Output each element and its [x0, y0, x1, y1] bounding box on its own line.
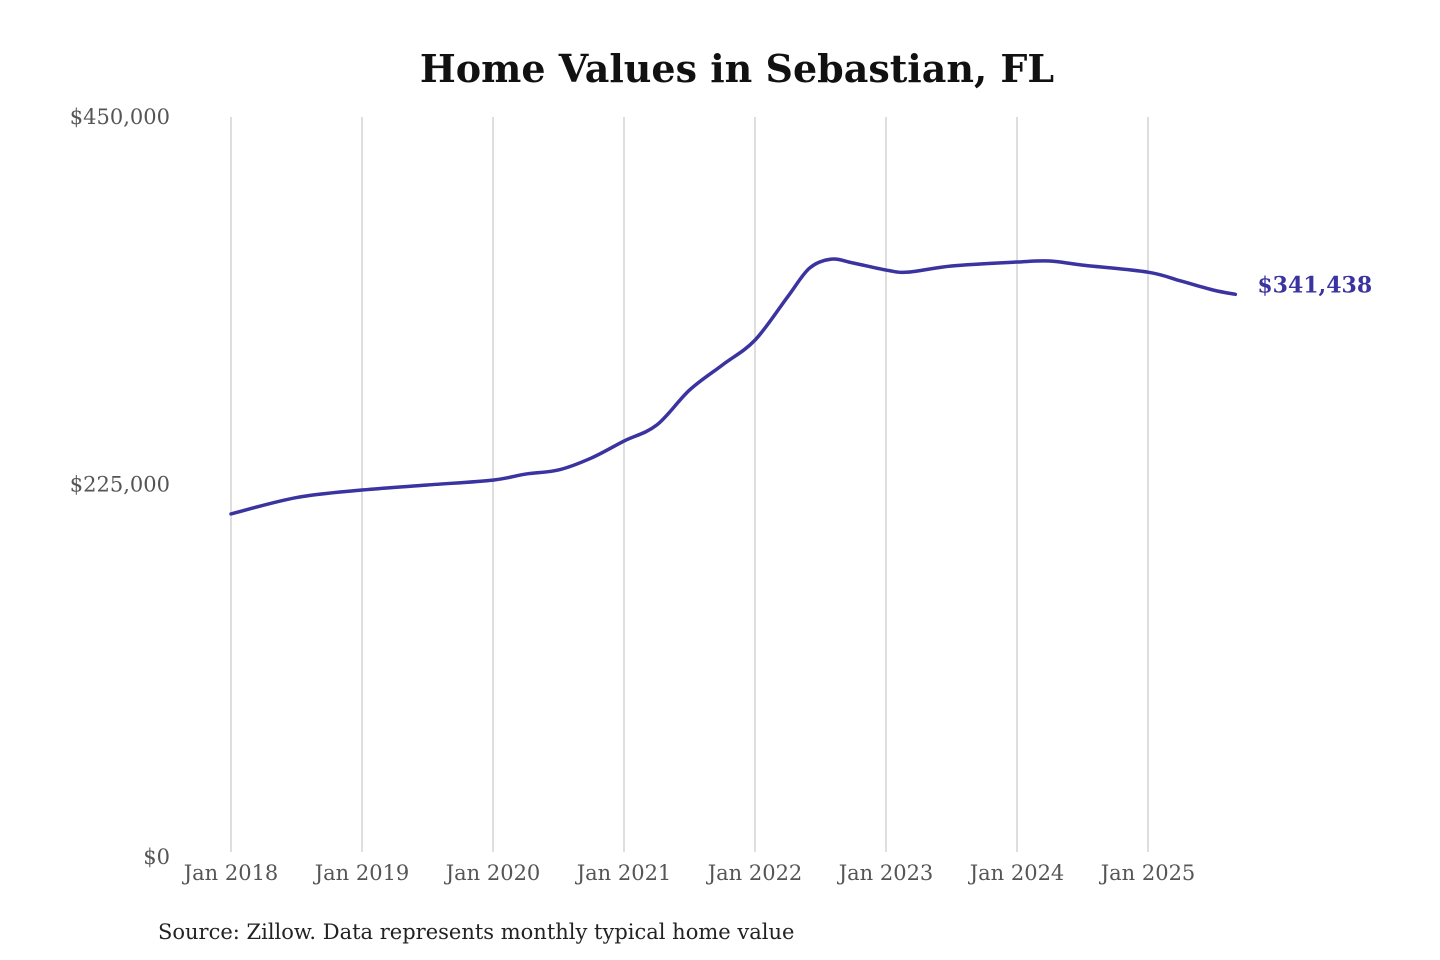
source-note: Source: Zillow. Data represents monthly …: [158, 920, 794, 944]
x-tick-label: Jan 2018: [182, 861, 279, 885]
y-tick-label: $225,000: [70, 473, 170, 497]
y-tick-label: $0: [143, 845, 170, 869]
chart-title: Home Values in Sebastian, FL: [420, 46, 1054, 91]
x-tick-label: Jan 2025: [1099, 861, 1196, 885]
x-tick-label: Jan 2020: [444, 861, 541, 885]
x-axis: Jan 2018 Jan 2019 Jan 2020 Jan 2021 Jan 2022…: [182, 861, 1196, 885]
x-tick-label: Jan 2022: [706, 861, 803, 885]
series-line: [229, 257, 1238, 516]
x-tick-label: Jan 2019: [313, 861, 410, 885]
x-tick-label: Jan 2023: [837, 861, 934, 885]
gridlines: [230, 117, 1149, 852]
x-tick-label: Jan 2021: [575, 861, 672, 885]
y-tick-label: $450,000: [70, 105, 170, 129]
y-axis: $0 $225,000 $450,000: [70, 105, 170, 869]
x-tick-label: Jan 2024: [968, 861, 1065, 885]
end-value-label: $341,438: [1257, 272, 1372, 298]
